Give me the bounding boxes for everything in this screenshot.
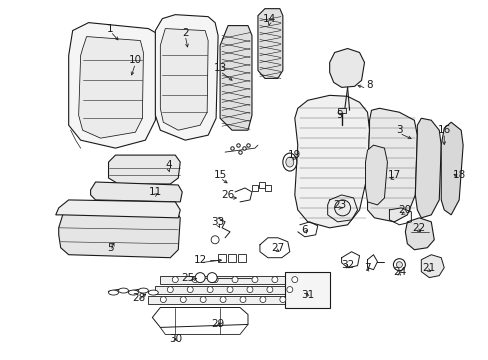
Ellipse shape <box>138 288 148 293</box>
Polygon shape <box>220 26 251 130</box>
Polygon shape <box>294 95 369 228</box>
Circle shape <box>291 276 297 283</box>
Bar <box>238 254 245 262</box>
Circle shape <box>200 297 206 302</box>
Text: 31: 31 <box>301 289 314 300</box>
Polygon shape <box>155 15 218 140</box>
Text: 22: 22 <box>412 223 425 233</box>
Polygon shape <box>421 255 443 278</box>
Bar <box>218 254 225 262</box>
Circle shape <box>172 276 178 283</box>
Circle shape <box>334 200 350 216</box>
Text: 23: 23 <box>332 200 346 210</box>
Text: 33: 33 <box>211 217 224 227</box>
Text: 19: 19 <box>287 150 301 160</box>
Text: 7: 7 <box>364 263 370 273</box>
Circle shape <box>220 297 225 302</box>
Circle shape <box>232 276 238 283</box>
Circle shape <box>195 273 205 283</box>
Text: 2: 2 <box>182 28 188 37</box>
Text: 1: 1 <box>107 24 114 33</box>
Ellipse shape <box>118 288 128 293</box>
Circle shape <box>187 287 193 293</box>
Circle shape <box>279 297 285 302</box>
Polygon shape <box>155 285 307 293</box>
Polygon shape <box>285 272 329 307</box>
Bar <box>227 254 236 262</box>
Circle shape <box>211 236 219 244</box>
Text: 24: 24 <box>392 267 405 276</box>
Ellipse shape <box>128 290 138 295</box>
Polygon shape <box>329 49 364 87</box>
Polygon shape <box>440 122 462 215</box>
Text: 11: 11 <box>148 187 162 197</box>
Polygon shape <box>160 276 309 284</box>
Circle shape <box>393 259 405 271</box>
Text: 10: 10 <box>129 55 142 66</box>
Text: 28: 28 <box>132 293 145 302</box>
Circle shape <box>271 276 277 283</box>
Text: 17: 17 <box>387 170 400 180</box>
Text: 15: 15 <box>213 170 226 180</box>
Text: 13: 13 <box>213 63 226 73</box>
Text: 32: 32 <box>340 260 353 270</box>
Bar <box>337 108 345 113</box>
Polygon shape <box>148 296 304 303</box>
Circle shape <box>167 287 173 293</box>
Ellipse shape <box>148 290 158 295</box>
Circle shape <box>260 297 265 302</box>
Ellipse shape <box>108 290 118 295</box>
Circle shape <box>286 287 292 293</box>
Circle shape <box>251 276 258 283</box>
Text: 12: 12 <box>193 255 206 265</box>
Circle shape <box>207 287 213 293</box>
Text: 25: 25 <box>181 273 194 283</box>
Polygon shape <box>56 200 180 218</box>
Polygon shape <box>68 23 158 148</box>
Text: 5: 5 <box>107 243 114 253</box>
Ellipse shape <box>285 157 293 167</box>
Circle shape <box>266 287 272 293</box>
Polygon shape <box>414 118 440 218</box>
Text: 27: 27 <box>271 243 284 253</box>
Text: 9: 9 <box>336 110 342 120</box>
Circle shape <box>226 287 233 293</box>
Text: 14: 14 <box>263 14 276 24</box>
Text: 6: 6 <box>301 225 307 235</box>
Text: 16: 16 <box>437 125 450 135</box>
Polygon shape <box>108 155 180 184</box>
Circle shape <box>240 297 245 302</box>
Circle shape <box>396 262 402 268</box>
Text: 8: 8 <box>366 80 372 90</box>
Circle shape <box>207 273 217 283</box>
Text: 3: 3 <box>395 125 402 135</box>
Text: 21: 21 <box>422 263 435 273</box>
Polygon shape <box>59 208 180 258</box>
Text: 26: 26 <box>221 190 234 200</box>
Bar <box>259 182 264 188</box>
Text: 18: 18 <box>451 170 465 180</box>
Circle shape <box>212 276 218 283</box>
Text: 4: 4 <box>164 160 171 170</box>
Polygon shape <box>367 108 416 222</box>
Polygon shape <box>258 9 282 78</box>
Circle shape <box>192 276 198 283</box>
Polygon shape <box>90 182 182 202</box>
Bar <box>264 185 270 191</box>
Polygon shape <box>405 218 433 250</box>
Text: 20: 20 <box>397 205 410 215</box>
Circle shape <box>180 297 186 302</box>
Polygon shape <box>160 28 208 130</box>
Text: 30: 30 <box>168 334 182 345</box>
Circle shape <box>160 297 166 302</box>
Ellipse shape <box>282 153 296 171</box>
Text: 29: 29 <box>211 319 224 329</box>
Bar <box>251 185 258 191</box>
Polygon shape <box>365 145 386 205</box>
Polygon shape <box>79 37 143 138</box>
Circle shape <box>246 287 252 293</box>
